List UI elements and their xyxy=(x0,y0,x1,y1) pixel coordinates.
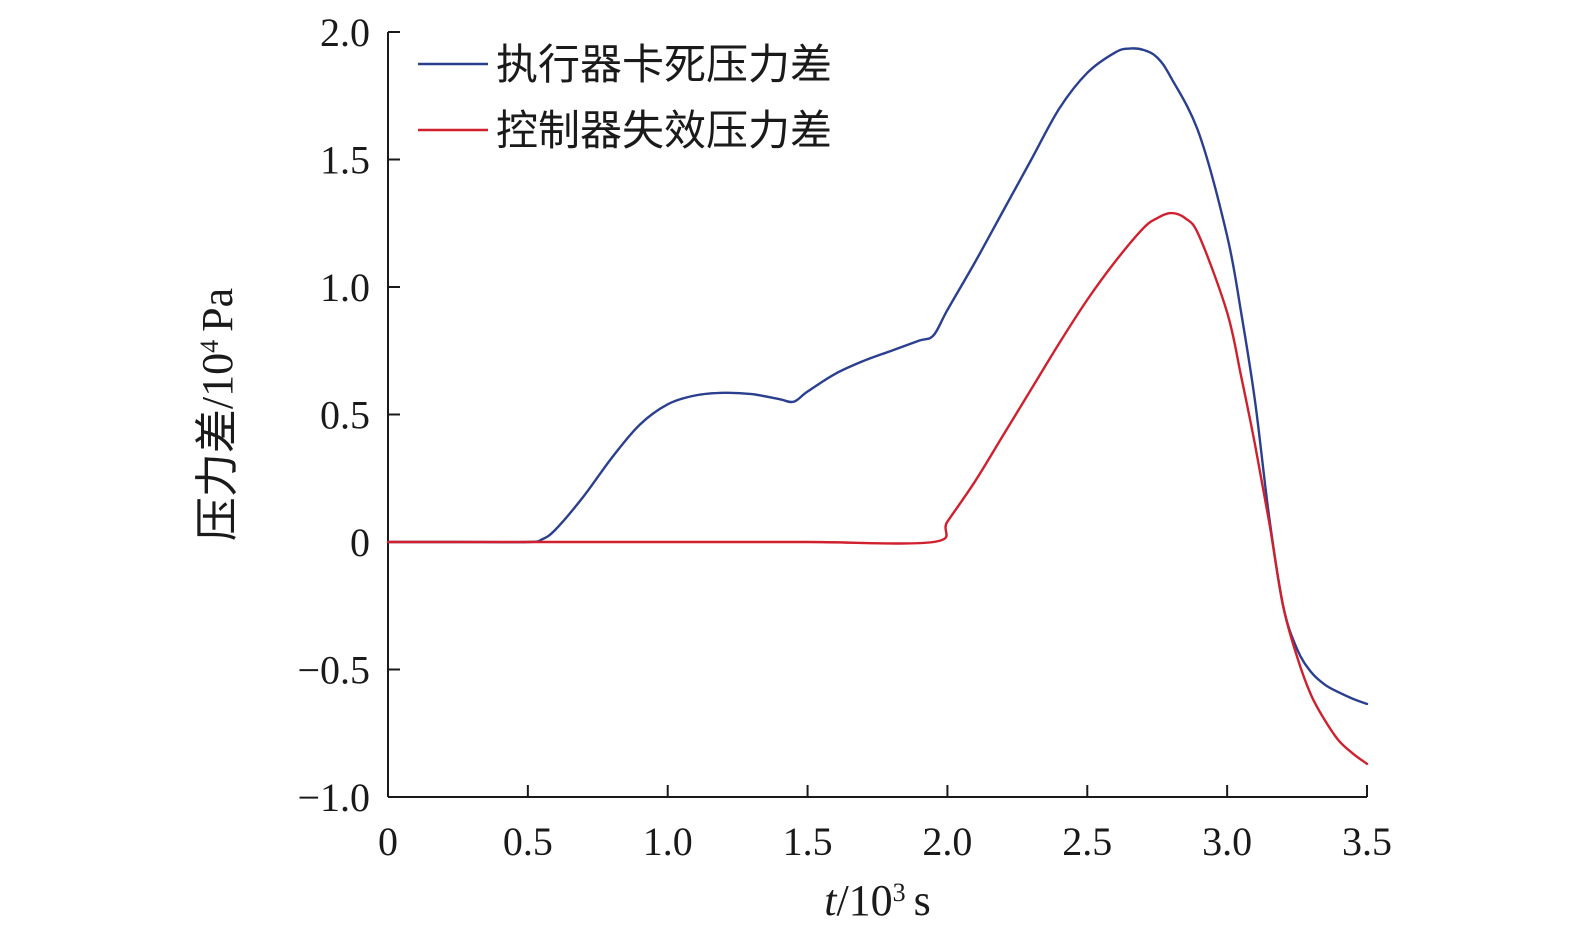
y-tick-label: 0.5 xyxy=(320,393,370,438)
legend-label-series-2: 控制器失效压力差 xyxy=(496,106,832,155)
x-axis-ticks: 0 0.5 1.0 1.5 2.0 2.5 3.0 3.5 xyxy=(378,785,1392,864)
series-group xyxy=(386,47,1369,766)
x-tick-label: 1.0 xyxy=(643,819,693,864)
y-axis-title: 压力差/104 Pa xyxy=(193,288,242,541)
y-tick-label: −0.5 xyxy=(297,648,370,693)
x-tick-label: 0.5 xyxy=(503,819,553,864)
x-tick-label: 3.0 xyxy=(1202,819,1252,864)
y-tick-label: −1.0 xyxy=(297,775,370,820)
x-tick-label: 2.0 xyxy=(922,819,972,864)
y-tick-label: 1.0 xyxy=(320,265,370,310)
y-tick-label: 2.0 xyxy=(320,10,370,55)
x-tick-label: 3.5 xyxy=(1342,819,1392,864)
x-axis-unit-exponent: 3 xyxy=(893,878,906,907)
y-tick-label: 0 xyxy=(350,520,370,565)
y-axis-label-main: 压力差/10 xyxy=(193,353,242,541)
x-axis-title: t/103 s xyxy=(824,876,931,925)
y-axis-ticks: −1.0 −0.5 0 0.5 1.0 1.5 2.0 xyxy=(297,10,400,820)
y-axis-label-unit: Pa xyxy=(193,288,242,332)
legend: 执行器卡死压力差 控制器失效压力差 xyxy=(418,40,832,155)
series-line-2 xyxy=(386,211,1369,766)
x-axis-variable: t xyxy=(824,876,838,925)
x-axis-unit-base: /10 xyxy=(836,876,892,925)
legend-label-series-1: 执行器卡死压力差 xyxy=(496,40,832,89)
x-axis-unit: s xyxy=(914,876,931,925)
x-tick-label: 0 xyxy=(378,819,398,864)
y-axis-label-exponent: 4 xyxy=(195,340,224,353)
x-tick-label: 1.5 xyxy=(783,819,833,864)
plot-area: −1.0 −0.5 0 0.5 1.0 1.5 2.0 0 0.5 1.0 1.5 2.0 2.5 3.… xyxy=(297,10,1392,864)
x-tick-label: 2.5 xyxy=(1062,819,1112,864)
y-tick-label: 1.5 xyxy=(320,138,370,183)
